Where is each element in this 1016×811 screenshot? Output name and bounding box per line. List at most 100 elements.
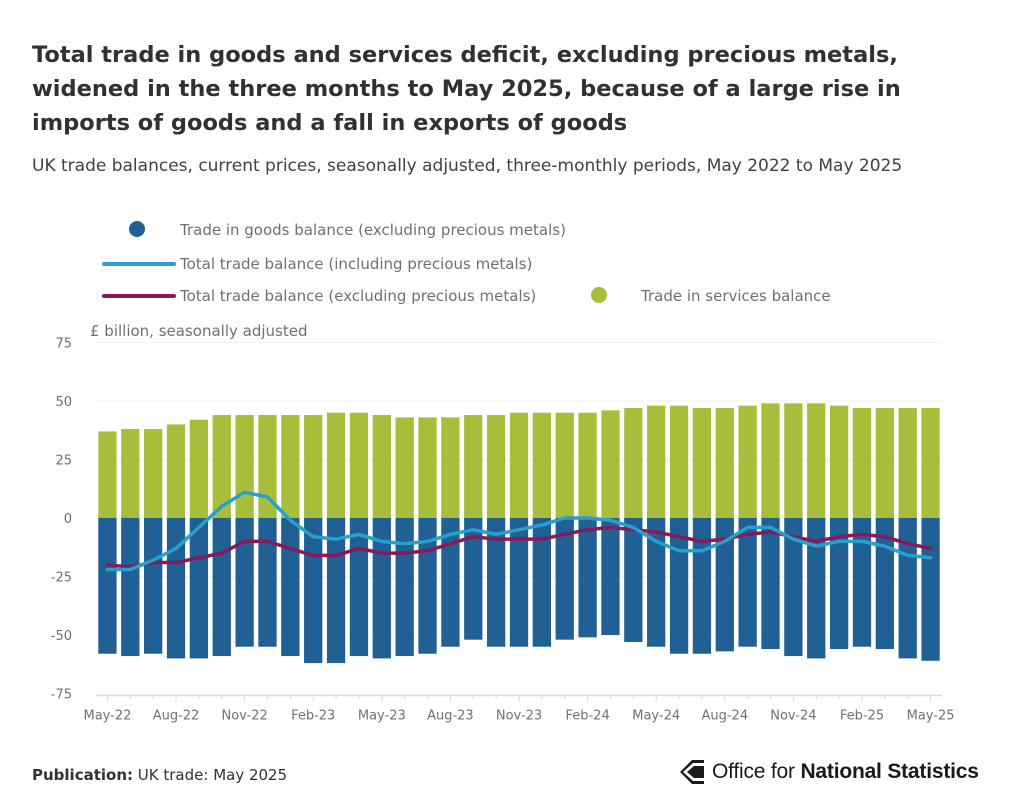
services-bar <box>647 405 666 518</box>
goods-bar <box>144 518 163 654</box>
x-tick-label: Nov-23 <box>496 709 542 724</box>
total-excl-line <box>105 525 933 569</box>
legend-services-marker <box>591 287 607 303</box>
y-tick-label: -75 <box>51 688 72 703</box>
goods-bar <box>898 518 917 659</box>
services-bar <box>235 415 254 518</box>
services-bar <box>98 431 117 518</box>
services-bar <box>761 403 780 518</box>
x-tick-label: Aug-22 <box>153 709 200 724</box>
publication-label: Publication: <box>32 766 134 784</box>
goods-bar <box>235 518 254 647</box>
services-bar <box>258 415 277 518</box>
goods-bar <box>852 518 872 647</box>
goods-bar <box>715 518 734 652</box>
services-bar <box>509 412 529 518</box>
x-tick-label: May-23 <box>358 709 406 724</box>
ons-logo-icon <box>680 760 704 784</box>
x-tick-label: Feb-25 <box>840 709 884 724</box>
goods-bar <box>464 518 483 640</box>
ons-logo: Office for National Statistics <box>678 758 979 786</box>
goods-bar <box>166 518 186 659</box>
x-tick-label: Aug-23 <box>427 709 474 724</box>
legend-total-incl-label: Total trade balance (including precious … <box>180 255 533 273</box>
y-tick-label: -50 <box>51 629 72 644</box>
services-bar <box>852 408 872 518</box>
goods-bar <box>578 518 597 638</box>
services-bar <box>807 403 826 518</box>
services-bar <box>669 405 689 518</box>
goods-bar <box>532 518 552 647</box>
y-tick-label: -25 <box>51 571 72 586</box>
goods-bar <box>921 518 940 661</box>
legend-services-label: Trade in services balance <box>641 287 831 305</box>
goods-bar <box>509 518 529 647</box>
goods-bar <box>624 518 643 643</box>
services-bar <box>144 429 163 518</box>
services-bar <box>692 408 712 518</box>
goods-bar <box>829 518 849 650</box>
goods-bar <box>349 518 369 657</box>
goods-bar <box>304 518 323 664</box>
services-bar <box>601 410 620 518</box>
services-bar <box>166 424 186 518</box>
goods-bar <box>555 518 574 640</box>
services-bar <box>898 408 917 518</box>
ons-logo-text: Office for National Statistics <box>712 760 979 783</box>
publication-link[interactable]: UK trade: May 2025 <box>137 766 288 784</box>
goods-bar <box>189 518 209 659</box>
legend-total-excl-marker <box>102 294 176 298</box>
legend-goods-label: Trade in goods balance (excluding precio… <box>180 221 566 239</box>
x-tick-label: Aug-24 <box>701 709 748 724</box>
goods-bar <box>441 518 460 647</box>
x-tick-label: Feb-24 <box>565 709 609 724</box>
goods-bar <box>807 518 826 659</box>
services-bar <box>372 415 391 518</box>
y-tick-label: 0 <box>64 512 72 527</box>
services-bar <box>738 405 757 518</box>
y-tick-label: 50 <box>55 395 72 410</box>
services-bar <box>875 408 894 518</box>
goods-bar <box>98 518 117 654</box>
services-bar <box>326 412 346 518</box>
goods-bar <box>212 518 231 657</box>
x-tick-label: May-22 <box>83 709 131 724</box>
goods-bar <box>395 518 414 657</box>
services-bar <box>555 412 574 518</box>
goods-bar <box>121 518 140 657</box>
y-axis-title: £ billion, seasonally adjusted <box>90 322 307 340</box>
services-bar <box>189 419 209 518</box>
services-bar <box>395 417 414 518</box>
x-tick-label: May-24 <box>632 709 680 724</box>
services-bar <box>418 417 437 518</box>
chart-subtitle: UK trade balances, current prices, seaso… <box>32 156 903 176</box>
services-bar <box>784 403 803 518</box>
trade-balance-chart: £ billion, seasonally adjusted 75 50 25 0 -25… <box>51 322 955 724</box>
services-bar <box>715 408 734 518</box>
goods-bar <box>281 518 300 657</box>
goods-bar <box>761 518 780 650</box>
publication-footer: Publication: UK trade: May 2025 <box>32 766 287 784</box>
goods-bar <box>875 518 894 650</box>
services-bar <box>532 412 552 518</box>
services-bar <box>624 408 643 518</box>
services-bar <box>578 412 597 518</box>
goods-bar <box>258 518 277 647</box>
x-tick-label: Nov-22 <box>221 709 267 724</box>
goods-bar <box>647 518 666 647</box>
services-bar <box>304 415 323 518</box>
services-bar <box>441 417 460 518</box>
x-tick-label: Feb-23 <box>291 709 335 724</box>
x-tick-label: Nov-24 <box>770 709 816 724</box>
chart-title: Total trade in goods and services defici… <box>32 42 901 136</box>
services-bar <box>121 429 140 518</box>
services-bar <box>921 408 940 518</box>
goods-bar <box>486 518 506 647</box>
services-bar <box>464 415 483 518</box>
services-bar <box>829 405 849 518</box>
goods-bar <box>784 518 803 657</box>
goods-bar <box>738 518 757 647</box>
services-bar <box>281 415 300 518</box>
total-incl-line <box>105 490 933 572</box>
y-tick-label: 75 <box>55 337 72 352</box>
